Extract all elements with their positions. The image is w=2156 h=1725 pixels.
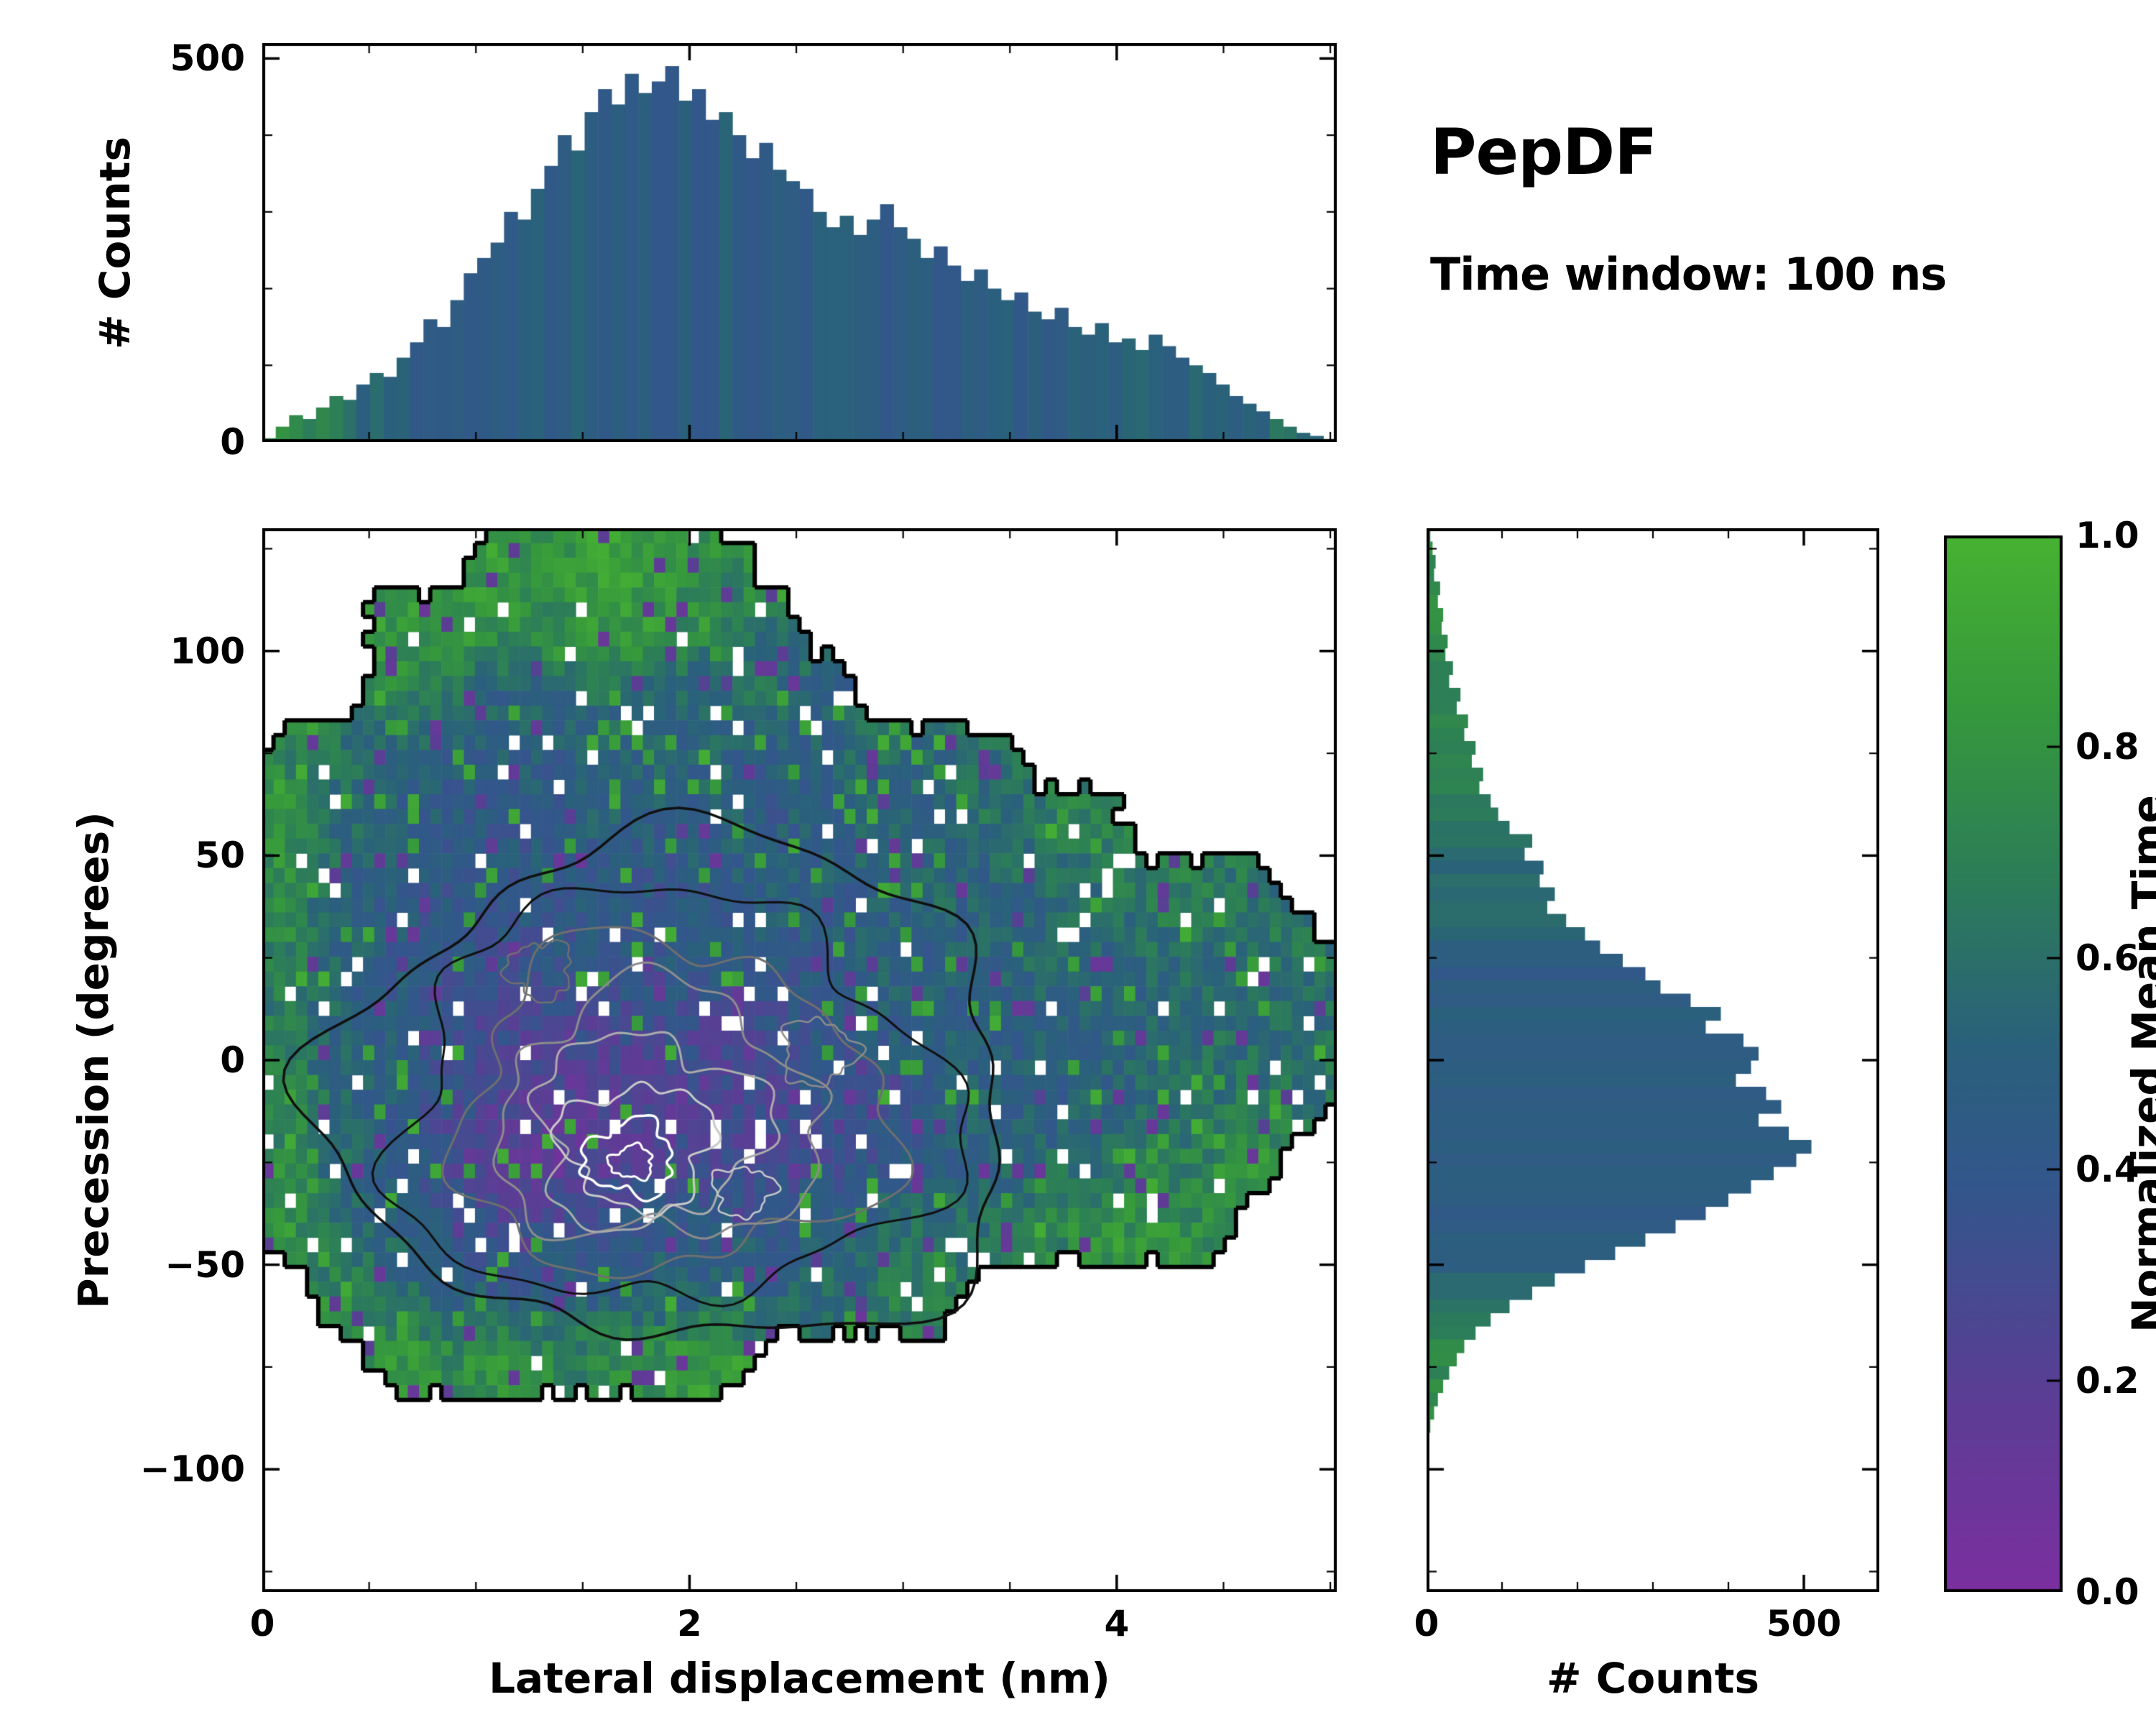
colorbar-tick-label: 0.0 <box>2076 1571 2139 1613</box>
main-x-tick-label: 4 <box>1104 1603 1130 1644</box>
main-x-tick-label: 0 <box>249 1603 275 1644</box>
right-hist-x-tick-label: 0 <box>1414 1603 1439 1644</box>
main-y-tick-label: 100 <box>170 630 245 672</box>
top-hist-y-tick-label: 500 <box>170 37 245 80</box>
colorbar-tick-label: 1.0 <box>2076 515 2139 556</box>
main-y-tick-label: −50 <box>165 1243 245 1286</box>
colorbar-tick-label: 0.8 <box>2076 726 2139 768</box>
main-x-tick-label: 2 <box>677 1603 702 1644</box>
plot-title: PepDF <box>1430 115 1657 189</box>
colorbar-tick-label: 0.4 <box>2076 1149 2139 1190</box>
colorbar-label: Normalized Mean Time <box>2123 794 2156 1333</box>
right-hist-xlabel: # Counts <box>1546 1654 1760 1703</box>
colorbar-canvas <box>1944 535 2063 1592</box>
main-y-tick-label: 50 <box>195 834 245 877</box>
colorbar-tick-label: 0.6 <box>2076 937 2139 979</box>
top-hist-ylabel: # Counts <box>91 136 139 349</box>
top-histogram-canvas <box>262 43 1337 442</box>
right-histogram-canvas <box>1427 528 1879 1592</box>
main-y-tick-label: −100 <box>139 1448 245 1491</box>
top-hist-y-tick-label: 0 <box>220 421 245 463</box>
right-hist-x-tick-label: 500 <box>1766 1603 1842 1644</box>
main-y-tick-label: 0 <box>220 1039 245 1081</box>
colorbar-tick-label: 0.2 <box>2076 1360 2139 1402</box>
main-xlabel: Lateral displacement (nm) <box>489 1654 1110 1703</box>
plot-subtitle: Time window: 100 ns <box>1430 248 1947 300</box>
joint-heatmap-canvas <box>262 528 1337 1592</box>
